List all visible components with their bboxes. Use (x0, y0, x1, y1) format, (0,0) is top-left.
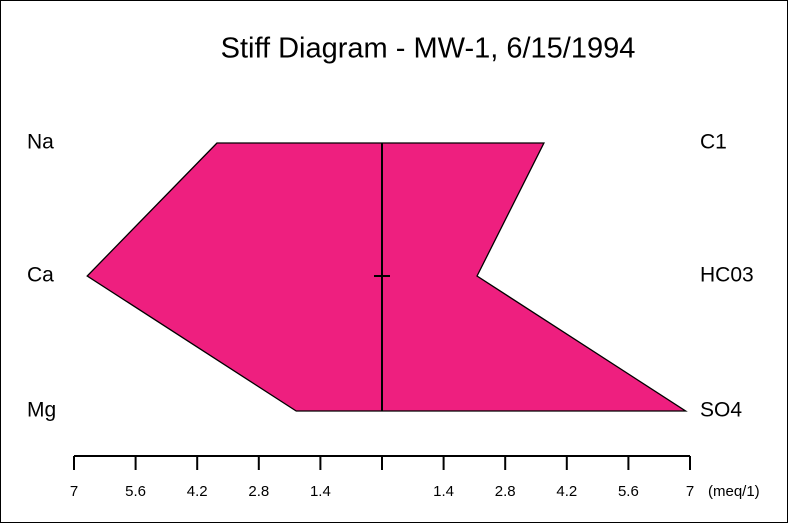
x-tick-label: 1.4 (310, 483, 331, 500)
chart-title: Stiff Diagram - MW-1, 6/15/1994 (221, 33, 636, 65)
anion-label: SO4 (700, 399, 742, 422)
cation-label: Na (27, 131, 54, 154)
anion-label: C1 (700, 131, 727, 154)
x-tick-label: 2.8 (248, 483, 269, 500)
x-tick-label: 4.2 (556, 483, 577, 500)
anion-label: HC03 (700, 264, 754, 287)
x-tick-label: 5.6 (618, 483, 639, 500)
x-tick-label: 7 (70, 483, 78, 500)
x-tick-label: 1.4 (433, 483, 454, 500)
cation-label: Ca (27, 264, 54, 287)
x-tick-label: 7 (686, 483, 694, 500)
x-tick-label: 4.2 (187, 483, 208, 500)
x-tick-label: 5.6 (125, 483, 146, 500)
x-tick-label: 2.8 (495, 483, 516, 500)
x-unit-label: (meq/1) (708, 483, 760, 500)
cation-label: Mg (27, 399, 56, 422)
